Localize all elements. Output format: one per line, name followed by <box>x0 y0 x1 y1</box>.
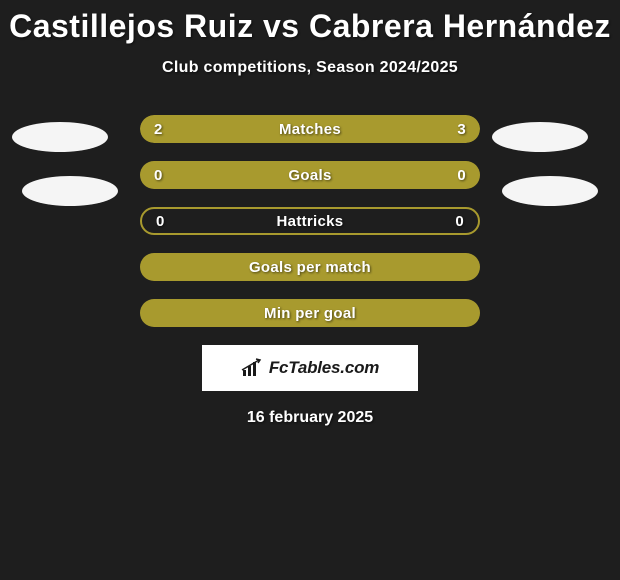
stat-row-hattricks: 00Hattricks <box>140 207 480 235</box>
stat-row-min-per-goal: Min per goal <box>140 299 480 327</box>
badge-right-1 <box>502 176 598 206</box>
snapshot-date: 16 february 2025 <box>0 409 620 427</box>
badge-left-1 <box>22 176 118 206</box>
badge-right-0 <box>492 122 588 152</box>
stat-label: Min per goal <box>140 305 480 322</box>
source-logo-text: FcTables.com <box>269 358 379 378</box>
stat-row-matches: 23Matches <box>140 115 480 143</box>
badge-left-0 <box>12 122 108 152</box>
stat-label: Goals <box>140 167 480 184</box>
comparison-widget: Castillejos Ruiz vs Cabrera Hernández Cl… <box>0 0 620 580</box>
page-subtitle: Club competitions, Season 2024/2025 <box>0 59 620 77</box>
stat-label: Hattricks <box>142 213 478 230</box>
stat-row-goals: 00Goals <box>140 161 480 189</box>
bar-chart-icon <box>241 358 263 378</box>
source-logo: FcTables.com <box>202 345 418 391</box>
page-title: Castillejos Ruiz vs Cabrera Hernández <box>0 8 620 45</box>
stat-row-goals-per-match: Goals per match <box>140 253 480 281</box>
stat-label: Matches <box>140 121 480 138</box>
stat-label: Goals per match <box>140 259 480 276</box>
